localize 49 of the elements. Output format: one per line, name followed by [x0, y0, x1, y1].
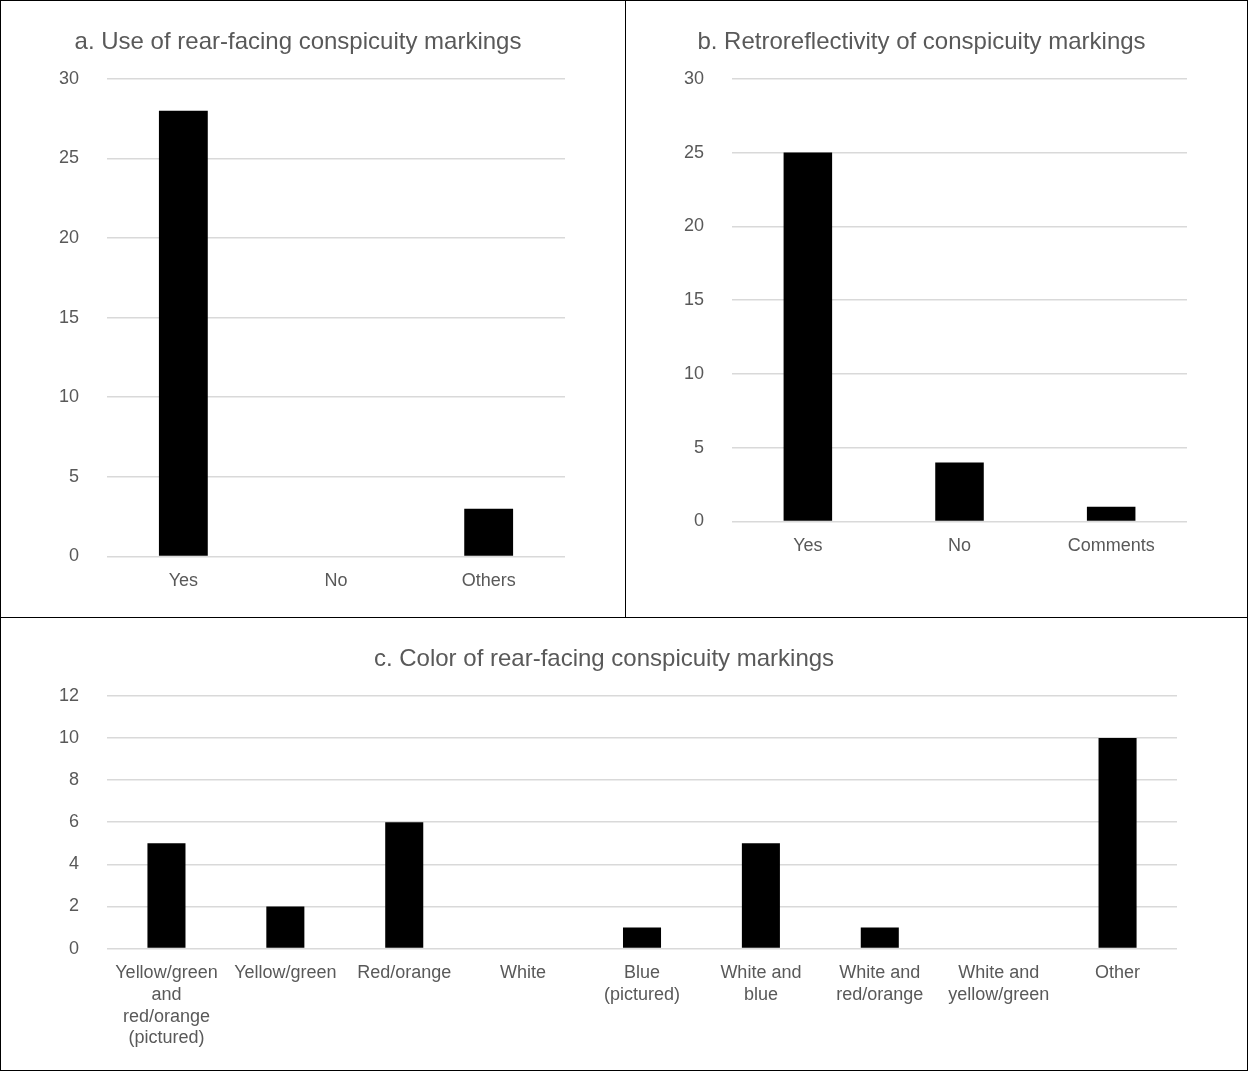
bar — [1098, 737, 1137, 948]
x-tick-label: Yellow/green and red/orange (pictured) — [115, 962, 218, 1048]
chart-title: b. Retroreflectivity of conspicuity markings — [697, 27, 1146, 55]
y-tick-label: 5 — [694, 436, 705, 457]
y-tick-label: 20 — [683, 215, 705, 236]
chart-title: c. Color of rear-facing conspicuity markings — [373, 644, 835, 672]
bar — [147, 843, 186, 948]
y-tick-label: 4 — [69, 853, 80, 874]
y-tick-label: 30 — [683, 67, 705, 88]
x-tick-label: Other — [1095, 962, 1141, 983]
x-tick-label: Blue (pictured) — [604, 962, 681, 1004]
y-tick-label: 8 — [69, 769, 80, 790]
y-tick-label: 15 — [683, 289, 705, 310]
x-tick-label: Yes — [168, 570, 199, 591]
bar — [1086, 506, 1136, 521]
x-tick-label: White and blue — [720, 962, 802, 1004]
bar — [385, 822, 424, 948]
x-tick-label: White — [500, 962, 547, 983]
y-tick-label: 15 — [58, 306, 80, 327]
x-tick-label: White and red/orange — [836, 962, 924, 1004]
y-tick-label: 2 — [69, 895, 80, 916]
bar — [783, 152, 833, 521]
y-tick-label: 6 — [69, 811, 80, 832]
y-tick-label: 5 — [69, 465, 80, 486]
y-tick-label: 30 — [58, 67, 80, 88]
x-tick-label: No — [324, 570, 348, 591]
y-tick-label: 0 — [69, 937, 80, 958]
y-tick-label: 0 — [69, 545, 80, 566]
bar — [860, 927, 899, 948]
y-tick-label: 10 — [58, 726, 80, 747]
y-tick-label: 25 — [683, 141, 705, 162]
y-tick-label: 0 — [694, 510, 705, 531]
bar — [266, 906, 305, 948]
y-tick-label: 20 — [58, 226, 80, 247]
y-tick-label: 10 — [58, 386, 80, 407]
x-tick-label: Red/orange — [357, 962, 452, 983]
y-tick-label: 12 — [58, 684, 80, 705]
x-tick-label: Yes — [793, 535, 823, 556]
chart-title: a. Use of rear-facing conspicuity markings — [74, 27, 522, 55]
bar — [935, 462, 984, 521]
x-tick-label: Yellow/green — [234, 962, 337, 983]
x-tick-label: White and yellow/green — [948, 962, 1050, 1004]
x-tick-label: Others — [461, 570, 516, 591]
y-tick-label: 10 — [683, 362, 705, 383]
x-tick-label: No — [948, 535, 972, 556]
x-tick-label: Comments — [1067, 535, 1155, 556]
y-tick-label: 25 — [58, 147, 80, 168]
bar — [741, 843, 780, 948]
bar — [622, 927, 662, 948]
